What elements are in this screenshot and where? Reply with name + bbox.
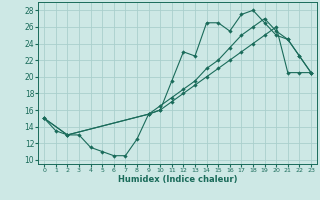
X-axis label: Humidex (Indice chaleur): Humidex (Indice chaleur) — [118, 175, 237, 184]
